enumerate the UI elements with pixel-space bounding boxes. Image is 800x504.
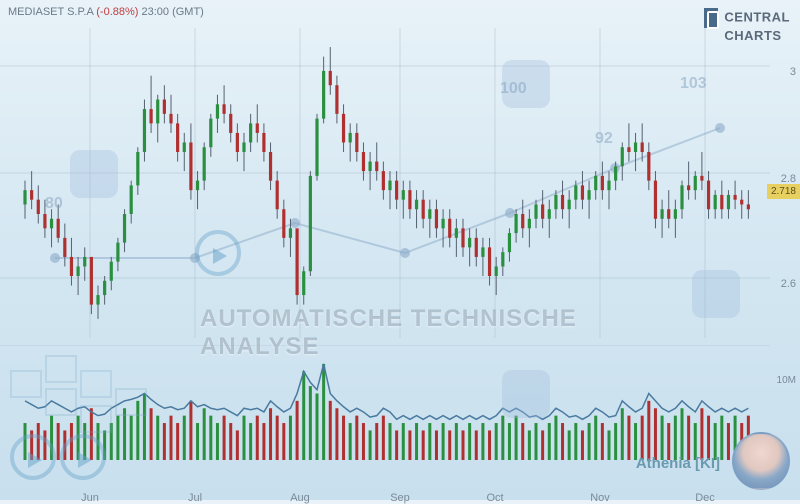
pct-change: (-0.88%): [96, 6, 138, 18]
hex-pattern: [0, 350, 200, 470]
timestamp: 23:00 (GMT): [142, 6, 204, 18]
avatar-label: Athenia [KI]: [636, 455, 720, 472]
trend-bg-icon: [692, 270, 740, 318]
doc-bg-icon: [502, 370, 550, 418]
chart-header: MEDIASET S.P.A (-0.88%) 23:00 (GMT): [8, 6, 204, 18]
logo-icon: [704, 8, 718, 28]
logo: CENTRAL CHARTS: [704, 8, 790, 43]
overlay-title: AUTOMATISCHE TECHNISCHE ANALYSE: [200, 305, 600, 361]
avatar[interactable]: [732, 432, 790, 490]
chart-bg-icon: [70, 150, 118, 198]
arrow-bg-icon: [195, 230, 241, 276]
last-price-tag: 2.718: [767, 184, 800, 199]
y-axis: 32.82.6: [770, 28, 798, 338]
symbol: MEDIASET S.P.A: [8, 6, 93, 18]
